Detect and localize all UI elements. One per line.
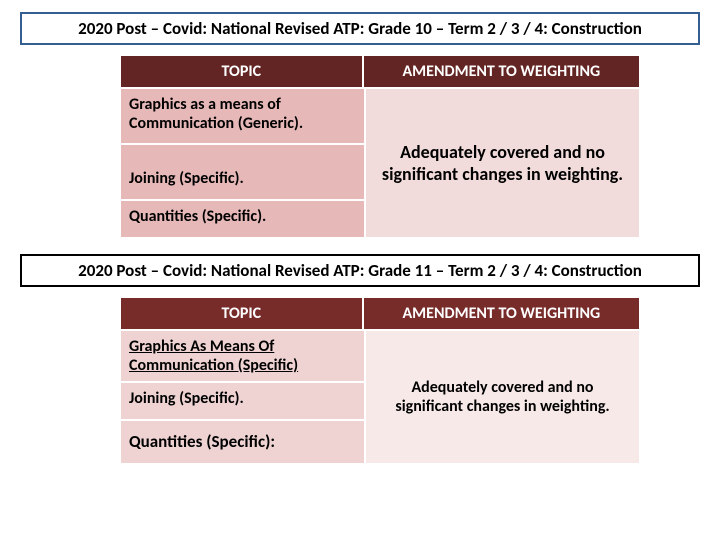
header-amendment: AMENDMENT TO WEIGHTING [363,297,640,330]
topic-row: Joining (Specific). [120,382,365,420]
table-grade11: TOPIC AMENDMENT TO WEIGHTING Graphics As… [120,297,640,464]
topic-row: Quantities (Specific): [120,420,365,464]
header-topic: TOPIC [120,297,363,330]
topic-row: Quantities (Specific). [120,200,365,238]
topic-row: Graphics As Means Of Communication (Spec… [120,330,365,382]
topic-row: Joining (Specific). [120,144,365,200]
amendment-cell: Adequately covered and no significant ch… [365,88,640,238]
header-amendment: AMENDMENT TO WEIGHTING [363,55,640,88]
banner-grade11: 2020 Post – Covid: National Revised ATP:… [20,254,700,287]
amendment-cell: Adequately covered and no significant ch… [365,330,640,464]
banner-grade10: 2020 Post – Covid: National Revised ATP:… [20,12,700,45]
header-topic: TOPIC [120,55,363,88]
table-grade10: TOPIC AMENDMENT TO WEIGHTING Graphics as… [120,55,640,238]
topic-row: Graphics as a means of Communication (Ge… [120,88,365,144]
